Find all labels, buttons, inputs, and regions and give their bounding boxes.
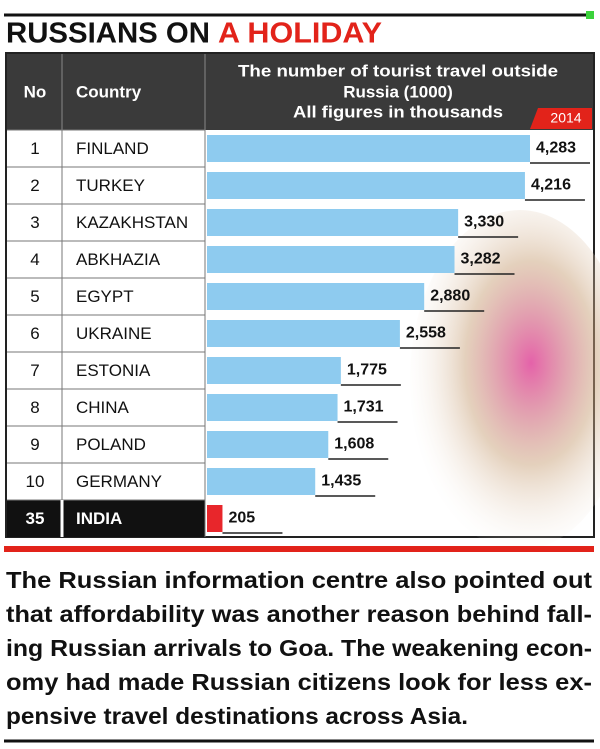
bar: [207, 505, 223, 532]
rank: 35: [26, 509, 45, 528]
photo: [410, 210, 600, 550]
country: CHINA: [76, 398, 130, 417]
bar: [207, 172, 525, 199]
rank: 9: [30, 435, 39, 454]
country: TURKEY: [76, 176, 145, 195]
rank: 10: [26, 472, 45, 491]
rows: 1 FINLAND 4,283 2 TURKEY 4,216 3 KAZAKHSTAN 3,33…: [7, 129, 590, 537]
value-label: 205: [228, 510, 255, 527]
country: INDIA: [76, 509, 122, 528]
rank: 8: [30, 398, 39, 417]
article-line: omy had made Russian citizens look for l…: [6, 669, 592, 695]
bar: [207, 357, 341, 384]
rank: 2: [30, 176, 39, 195]
year-tag: [530, 108, 592, 129]
country: ABKHAZIA: [76, 250, 161, 269]
value-label: 1,775: [347, 362, 387, 379]
year: 2014: [550, 110, 581, 126]
value-header: Russia (1000): [343, 82, 453, 101]
bar: [207, 246, 455, 273]
country: KAZAKHSTAN: [76, 213, 188, 232]
article-line: ing Russian arrivals to Goa. The weakeni…: [6, 635, 592, 661]
value-label: 1,435: [321, 473, 361, 490]
value-label: 2,880: [430, 288, 470, 305]
title-highlight: A HOLIDAY: [218, 18, 382, 50]
value-header: All figures in thousands: [293, 102, 503, 121]
value-label: 3,282: [461, 251, 501, 268]
value-label: 4,216: [531, 177, 571, 194]
bar: [207, 394, 338, 421]
header-bg: [7, 54, 593, 130]
bar: [207, 468, 316, 495]
bar: [207, 135, 530, 162]
bar: [207, 431, 329, 458]
country: GERMANY: [76, 472, 162, 491]
article: The Russian information centre also poin…: [6, 567, 592, 729]
country: POLAND: [76, 435, 146, 454]
value-label: 1,608: [334, 436, 374, 453]
rank: 4: [30, 250, 39, 269]
column-header: Country: [76, 82, 142, 101]
country: UKRAINE: [76, 324, 152, 343]
rank: 7: [30, 361, 39, 380]
article-line: The Russian information centre also poin…: [6, 567, 592, 593]
rank: 5: [30, 287, 39, 306]
article-line: pensive travel destinations across Asia.: [6, 703, 468, 729]
rank: 6: [30, 324, 39, 343]
highlight-row-bg: [7, 500, 205, 537]
value-label: 3,330: [464, 214, 504, 231]
column-header: No: [24, 82, 47, 101]
rank: 3: [30, 213, 39, 232]
corner-dot: [586, 11, 594, 19]
bar: [207, 320, 400, 347]
title: RUSSIANS ON: [6, 18, 210, 50]
bar: [207, 283, 425, 310]
bar: [207, 209, 459, 236]
value-header: The number of tourist travel outside: [238, 61, 558, 80]
value-label: 4,283: [536, 140, 576, 157]
country: EGYPT: [76, 287, 134, 306]
value-label: 2,558: [406, 325, 446, 342]
country: FINLAND: [76, 139, 149, 158]
value-label: 1,731: [344, 399, 384, 416]
article-line: that affordability was another reason be…: [6, 601, 592, 627]
rank: 1: [30, 139, 39, 158]
country: ESTONIA: [76, 361, 151, 380]
